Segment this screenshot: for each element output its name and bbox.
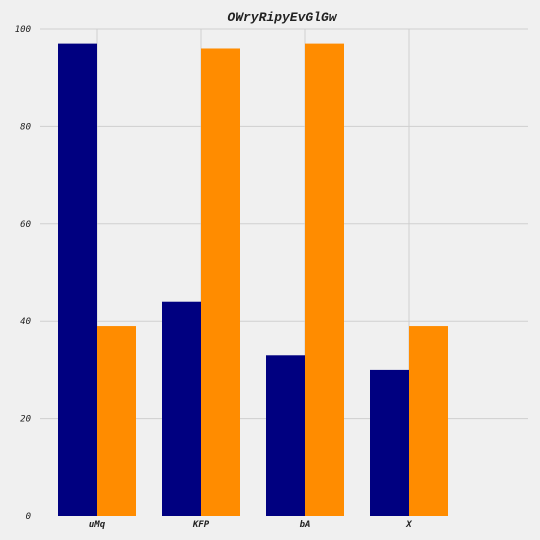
bar-bA-series-1	[266, 355, 305, 516]
x-tick-label: uMq	[89, 520, 106, 530]
bar-uMq-series-1	[58, 43, 97, 517]
bar-X-series-1	[370, 369, 409, 516]
bar-uMq-series-2	[97, 326, 136, 516]
x-tick-label: X	[405, 520, 412, 530]
y-tick-label: 40	[20, 317, 31, 327]
x-tick-label: KFP	[192, 520, 210, 530]
x-tick-label: bA	[300, 520, 311, 530]
y-tick-labels: 0 20 40 60 80 100	[15, 25, 31, 522]
bar-bA-series-2	[305, 43, 344, 517]
x-tick-labels: uMq KFP bA X	[89, 520, 412, 530]
y-tick-label: 100	[15, 25, 31, 35]
y-tick-label: 60	[20, 220, 31, 230]
y-tick-label: 0	[26, 512, 31, 522]
bars	[58, 43, 448, 517]
y-tick-label: 20	[20, 415, 31, 425]
bar-KFP-series-1	[162, 301, 201, 516]
y-tick-label: 80	[20, 122, 31, 132]
bar-KFP-series-2	[201, 48, 240, 516]
bar-X-series-2	[409, 326, 448, 516]
chart-title: OWryRipyEvGlGw	[227, 10, 337, 25]
